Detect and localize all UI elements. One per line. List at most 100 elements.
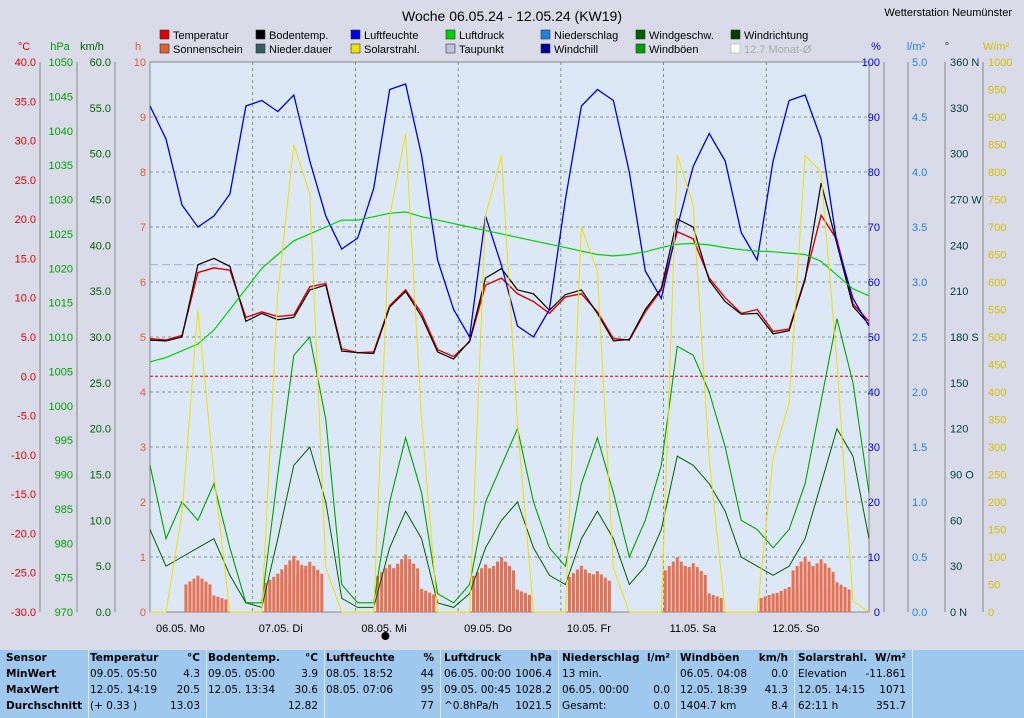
sunshine-bar xyxy=(511,591,515,612)
axis-direction-tick: 90 O xyxy=(950,470,974,482)
axis-sunshine-tick: 8 xyxy=(140,167,146,179)
sunshine-bar xyxy=(484,564,488,612)
axis-solar-tick: 950 xyxy=(988,85,1006,97)
stats-cell-value: 41.3 xyxy=(764,684,788,696)
stats-cell-time: 62:11 h xyxy=(798,700,839,712)
sunshine-bar xyxy=(412,592,416,612)
sunshine-bar xyxy=(200,599,204,612)
legend-label: 12.7 Monat-Ø xyxy=(744,44,812,56)
chart-title: Woche 06.05.24 - 12.05.24 (KW19) xyxy=(402,8,622,24)
legend-label: Nieder.dauer xyxy=(269,44,332,56)
sunshine-bar xyxy=(811,567,815,612)
axis-temp-tick: -30.0 xyxy=(11,607,36,619)
axis-solar-tick: 550 xyxy=(988,305,1006,317)
axis-direction-tick: 150 xyxy=(950,378,968,390)
sunshine-bar xyxy=(380,572,384,612)
axis-pressure-tick: 1040 xyxy=(49,126,73,138)
axis-sunshine-tick: 4 xyxy=(140,387,146,399)
sunshine-bar xyxy=(504,561,508,612)
legend-swatch xyxy=(540,43,551,54)
axis-solar-tick: 350 xyxy=(988,415,1006,427)
sunshine-bar xyxy=(767,594,771,612)
sunshine-bar xyxy=(184,584,188,612)
axis-direction-tick: 210 xyxy=(950,286,968,298)
axis-humidity-tick: 30 xyxy=(868,442,880,454)
stats-cell-time: 09.05. 00:45 xyxy=(444,684,511,696)
legend-label: Solarstrahl. xyxy=(364,44,420,56)
sunshine-bar xyxy=(404,554,408,612)
sunshine-bar xyxy=(280,569,284,612)
axis-pressure-tick: 1005 xyxy=(49,366,73,378)
sunshine-bar xyxy=(687,567,691,612)
axis-humidity-unit: % xyxy=(871,41,881,53)
legend-swatch xyxy=(730,43,741,54)
sunshine-bar xyxy=(763,596,767,612)
axis-sunshine-tick: 6 xyxy=(140,277,146,289)
legend-label: Windrichtung xyxy=(744,30,808,42)
sunshine-bar xyxy=(508,565,512,612)
stats-separator xyxy=(794,650,795,718)
axis-rain-tick: 4.5 xyxy=(912,112,927,124)
stats-cell-time: Gesamt: xyxy=(562,700,607,712)
sunshine-bar xyxy=(779,590,783,612)
stats-cell-time: 13 min. xyxy=(562,668,602,680)
legend-swatch xyxy=(540,29,551,40)
axis-pressure-tick: 970 xyxy=(55,607,73,619)
stats-header-temp: Temperatur xyxy=(90,652,159,664)
axis-humidity-tick: 70 xyxy=(868,222,880,234)
stats-cell-value: 1021.5 xyxy=(515,700,552,712)
sunshine-bar xyxy=(276,573,280,612)
sunshine-bar xyxy=(775,592,779,612)
stats-cell-time: 06.05. 00:00 xyxy=(562,684,629,696)
axis-solar-tick: 700 xyxy=(988,222,1006,234)
stats-col-gust: Windböen km/h 06.05. 04:08 0.0 12.05. 18:39 4… xyxy=(680,650,792,718)
axis-temp-tick: 30.0 xyxy=(15,136,36,148)
axis-temp-tick: -15.0 xyxy=(11,489,36,501)
axis-wind-tick: 35.0 xyxy=(90,286,111,298)
axis-solar-tick: 200 xyxy=(988,497,1006,509)
axis-direction-tick: 300 xyxy=(950,149,968,161)
sunshine-bar xyxy=(683,570,687,612)
axis-solar-tick: 900 xyxy=(988,112,1006,124)
axis-humidity-tick: 100 xyxy=(862,57,880,69)
stats-header-gust: Windböen xyxy=(680,652,740,664)
axis-direction-tick: 60 xyxy=(950,515,962,527)
sunshine-bar xyxy=(416,568,420,612)
axis-wind-tick: 50.0 xyxy=(90,149,111,161)
axis-solar-tick: 250 xyxy=(988,470,1006,482)
sunshine-bar xyxy=(703,574,707,612)
sunshine-bar xyxy=(208,596,212,612)
sunshine-bar xyxy=(500,557,504,612)
sunshine-bar xyxy=(819,559,823,612)
series-windgeschw-line xyxy=(149,427,870,609)
sunshine-bar xyxy=(264,582,268,612)
sunshine-bar xyxy=(412,563,416,612)
axis-pressure-tick: 995 xyxy=(55,435,73,447)
sunshine-bar xyxy=(292,555,296,612)
sunshine-bar xyxy=(671,561,675,612)
axis-wind-tick: 25.0 xyxy=(90,378,111,390)
stats-unit-boden: °C xyxy=(305,652,318,664)
legend-swatch xyxy=(445,43,456,54)
sunshine-bar xyxy=(587,577,591,612)
axis-temp-tick: 20.0 xyxy=(15,214,36,226)
stats-header-humidity: Luftfeuchte xyxy=(326,652,395,664)
sunshine-bar xyxy=(204,598,208,612)
axis-temp-tick: -10.0 xyxy=(11,450,36,462)
axis-rain-tick: 4.0 xyxy=(912,167,927,179)
sunshine-bar xyxy=(424,590,428,612)
axis-wind-tick: 40.0 xyxy=(90,240,111,252)
stats-cell-time: 12.05. 18:39 xyxy=(680,684,747,696)
sunshine-bar xyxy=(675,557,679,612)
stats-row-min: MinWert xyxy=(6,668,57,680)
stats-cell-value: 44 xyxy=(420,668,434,680)
axis-temp-tick: 0.0 xyxy=(21,371,36,383)
sunshine-bar xyxy=(476,572,480,612)
sunshine-bar xyxy=(579,565,583,612)
axis-rain-tick: 1.5 xyxy=(912,442,927,454)
axis-pressure-unit: hPa xyxy=(50,41,70,53)
axis-rain-tick: 5.0 xyxy=(912,57,927,69)
sunshine-bar xyxy=(835,582,839,612)
stats-cell-time: 12.05. 14:15 xyxy=(798,684,865,696)
moon-phase-icon xyxy=(381,632,390,640)
